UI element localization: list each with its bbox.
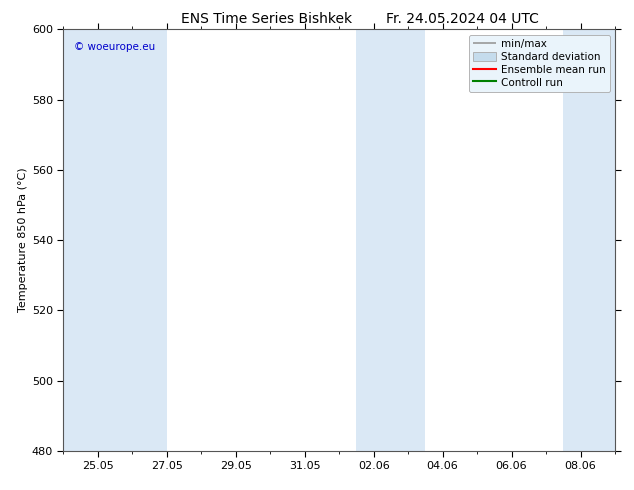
Text: © woeurope.eu: © woeurope.eu — [74, 42, 156, 52]
Text: ENS Time Series Bishkek: ENS Time Series Bishkek — [181, 12, 352, 26]
Bar — [133, 29, 167, 451]
Y-axis label: Temperature 850 hPa (°C): Temperature 850 hPa (°C) — [18, 168, 27, 313]
Bar — [63, 29, 133, 451]
Text: Fr. 24.05.2024 04 UTC: Fr. 24.05.2024 04 UTC — [386, 12, 540, 26]
Bar — [563, 29, 615, 451]
Legend: min/max, Standard deviation, Ensemble mean run, Controll run: min/max, Standard deviation, Ensemble me… — [469, 35, 610, 92]
Bar — [356, 29, 425, 451]
